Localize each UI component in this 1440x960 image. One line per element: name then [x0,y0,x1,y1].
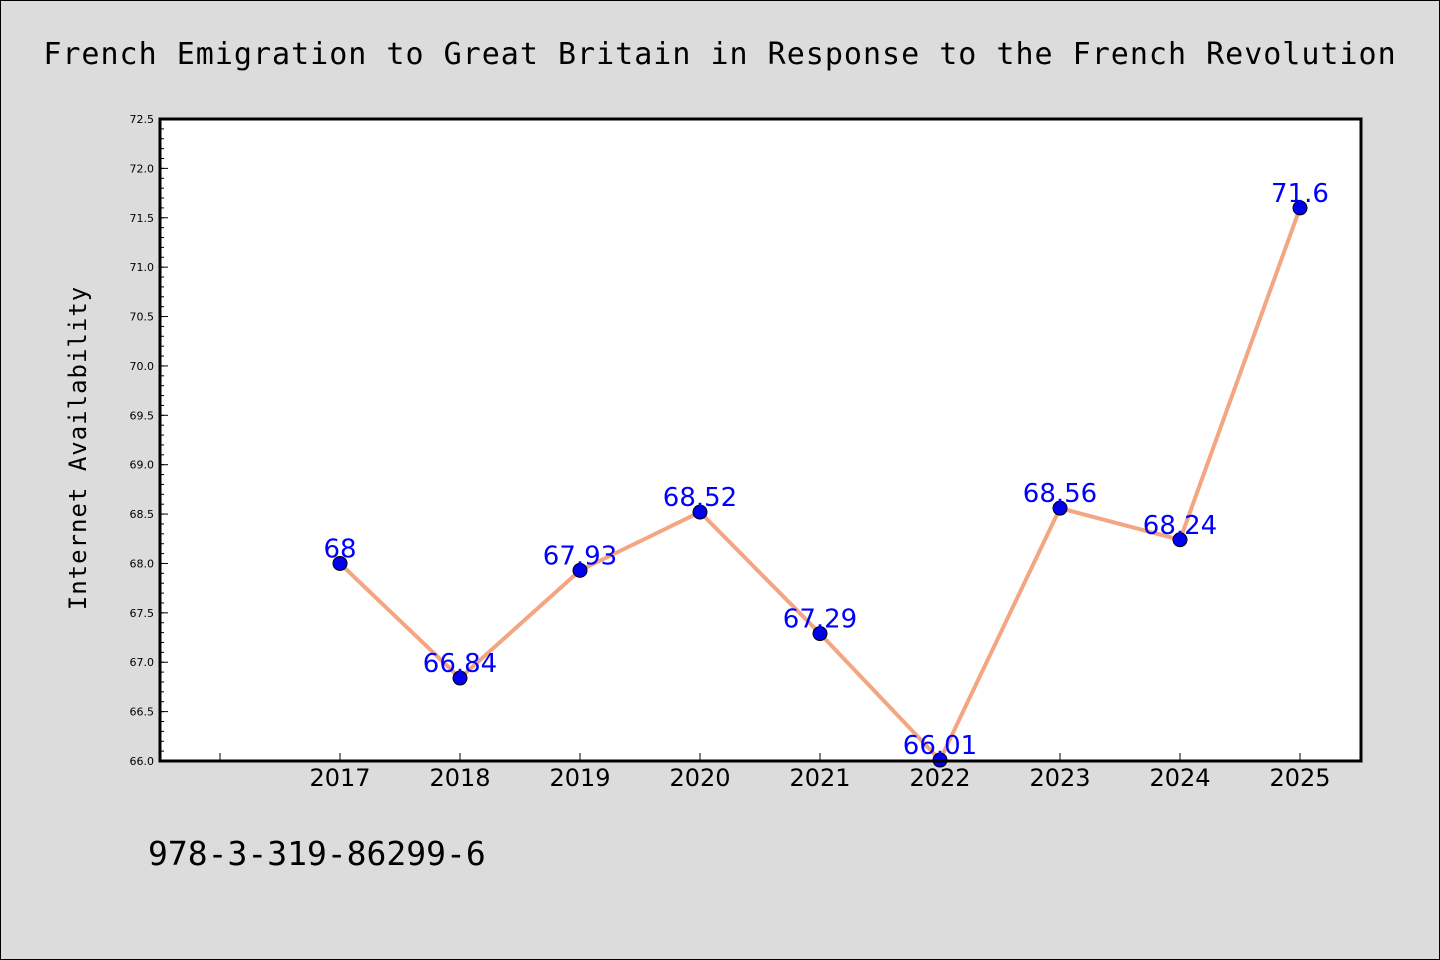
y-tick-label: 68.5 [130,508,155,521]
x-tick-label: 2019 [549,764,610,792]
data-point [692,504,708,520]
y-tick-label: 66.0 [130,755,155,768]
y-tick-label: 69.5 [130,409,155,422]
x-tick-label: 2017 [309,764,370,792]
y-tick-label: 72.5 [130,113,155,126]
axes: 66.0 66.5 67.0 67.5 68.0 68.5 69.0 69.5 70.0 70.5… [130,113,1331,792]
chart-title: French Emigration to Great Britain in Re… [43,37,1396,72]
y-tick-label: 71.5 [130,212,155,225]
data-label: 67.93 [543,541,617,571]
data-labels: 68 66.84 67.93 68.52 67.29 66.01 68.56 68.24 71.… [323,179,1328,761]
data-point [332,555,348,571]
data-label: 68 [323,534,356,564]
y-tick-label: 72.0 [130,162,155,175]
data-label: 68.52 [663,483,737,513]
y-tick-label: 66.5 [130,706,155,719]
series-line-group [332,200,1308,768]
y-tick-label: 68.0 [130,557,155,570]
y-tick-label: 70.0 [130,360,155,373]
y-axis-label: Internet Availability [64,286,92,610]
data-label: 66.01 [903,731,977,761]
data-label: 71.6 [1271,179,1329,209]
data-label: 68.56 [1023,479,1097,509]
footer-isbn: 978-3-319-86299-6 [148,834,486,873]
y-tick-label: 67.5 [130,607,155,620]
x-tick-label: 2021 [789,764,850,792]
y-tick-label: 70.5 [130,311,155,324]
data-point [1172,532,1188,548]
data-point [1052,500,1068,516]
x-tick-label: 2020 [669,764,730,792]
x-tick-label: 2018 [429,764,490,792]
y-tick-label: 67.0 [130,656,155,669]
y-tick-label: 69.0 [130,459,155,472]
plot-border [158,117,1363,763]
plot-area [160,119,1361,761]
x-tick-label: 2025 [1269,764,1330,792]
y-tick-label: 71.0 [130,261,155,274]
data-label: 66.84 [423,649,497,679]
x-tick-label: 2023 [1029,764,1090,792]
x-tick-label: 2022 [909,764,970,792]
data-point [572,562,588,578]
data-label: 67.29 [783,605,857,635]
x-tick-label: 2024 [1149,764,1210,792]
data-point [1292,200,1308,216]
data-label: 68.24 [1143,511,1217,541]
data-point [812,626,828,642]
data-point [452,670,468,686]
